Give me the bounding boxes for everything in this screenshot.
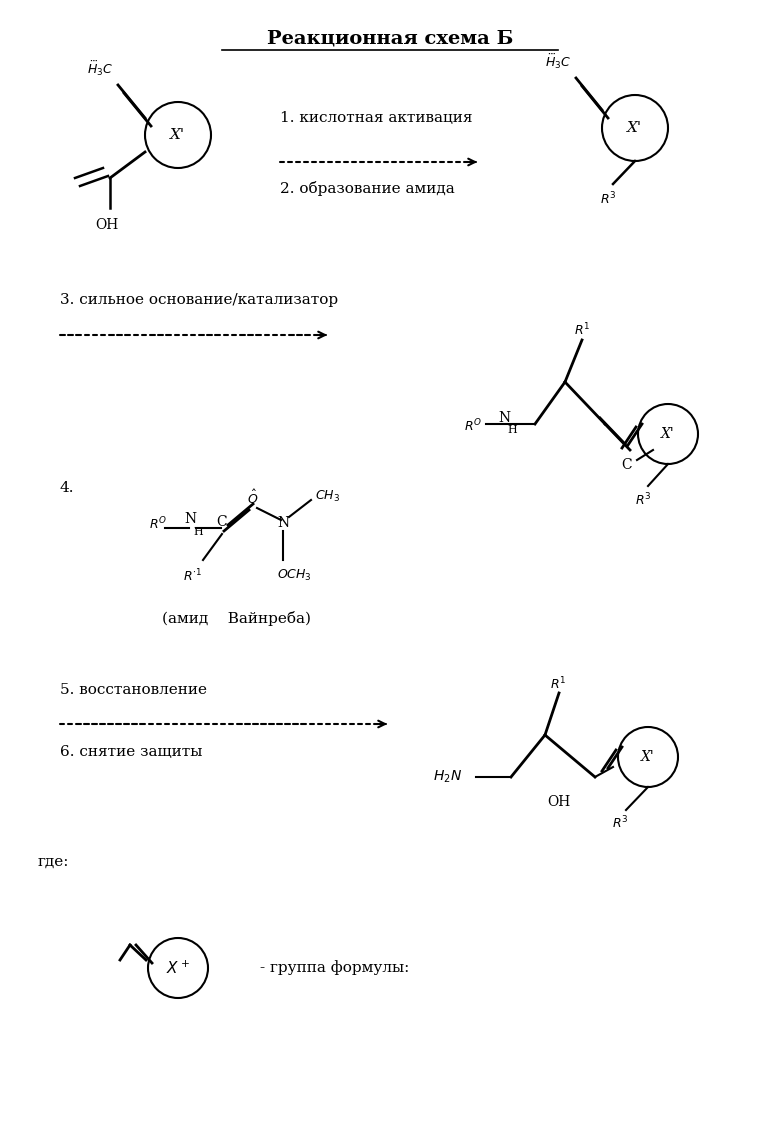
Text: N: N [184,512,196,526]
Text: 2. образование амида: 2. образование амида [280,180,455,195]
Text: $H_2N$: $H_2N$ [433,769,462,785]
Text: N: N [277,515,289,530]
Text: $R^1$: $R^1$ [574,321,590,338]
Text: $R^{\cdot 1}$: $R^{\cdot 1}$ [183,568,203,584]
Text: X': X' [641,750,655,765]
Text: 4.: 4. [60,481,75,495]
Text: $R^3$: $R^3$ [612,815,628,831]
Text: $X^+$: $X^+$ [166,960,190,977]
Text: (амид    Вайнреба): (амид Вайнреба) [162,611,311,626]
Text: $R^O$: $R^O$ [464,418,482,434]
Text: $R^1$: $R^1$ [550,675,566,692]
Text: 5. восстановление: 5. восстановление [60,683,207,697]
Text: X': X' [661,427,675,441]
Text: OH: OH [548,796,571,809]
Text: H: H [193,527,203,537]
Text: $CH_3$: $CH_3$ [315,488,340,504]
Text: N: N [498,411,510,425]
Text: C: C [217,515,227,529]
Text: $OCH_3$: $OCH_3$ [277,568,312,583]
Text: $\dddot{H}_3C$: $\dddot{H}_3C$ [87,59,113,78]
Text: $\dddot{H}_3C$: $\dddot{H}_3C$ [545,52,571,71]
Text: H: H [507,425,516,435]
Text: где:: где: [38,855,69,869]
Text: 6. снятие защиты: 6. снятие защиты [60,745,202,759]
Text: X': X' [627,121,643,135]
Text: - группа формулы:: - группа формулы: [260,961,410,976]
Text: X': X' [171,127,186,142]
Text: OH: OH [95,218,119,232]
Text: C: C [622,458,633,472]
Text: $R^3$: $R^3$ [600,191,616,208]
Text: $\hat{O}$: $\hat{O}$ [247,489,259,507]
Text: 1. кислотная активация: 1. кислотная активация [280,111,473,125]
Text: Реакционная схема Б: Реакционная схема Б [267,30,513,48]
Text: $R^3$: $R^3$ [635,492,651,509]
Text: 3. сильное основание/катализатор: 3. сильное основание/катализатор [60,293,338,307]
Text: $R^O$: $R^O$ [149,515,167,533]
